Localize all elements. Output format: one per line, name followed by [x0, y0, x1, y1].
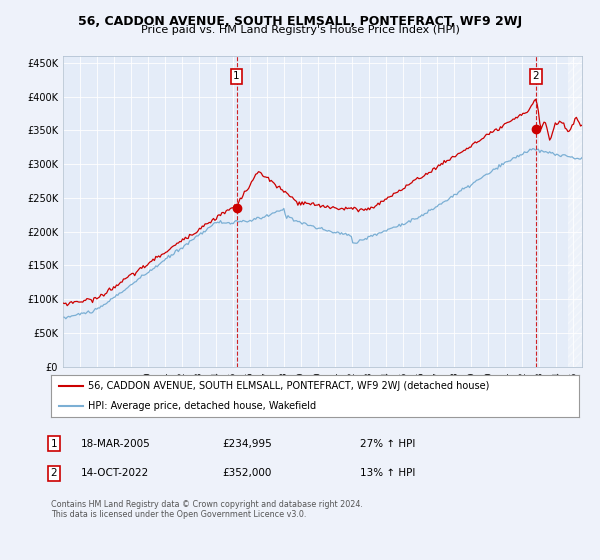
Text: 56, CADDON AVENUE, SOUTH ELMSALL, PONTEFRACT, WF9 2WJ: 56, CADDON AVENUE, SOUTH ELMSALL, PONTEF… [78, 15, 522, 27]
Text: £352,000: £352,000 [222, 468, 271, 478]
Text: £234,995: £234,995 [222, 438, 272, 449]
Text: Contains HM Land Registry data © Crown copyright and database right 2024.
This d: Contains HM Land Registry data © Crown c… [51, 500, 363, 519]
Text: 27% ↑ HPI: 27% ↑ HPI [360, 438, 415, 449]
Text: 2: 2 [533, 71, 539, 81]
Text: 1: 1 [50, 438, 58, 449]
Text: 14-OCT-2022: 14-OCT-2022 [81, 468, 149, 478]
Text: HPI: Average price, detached house, Wakefield: HPI: Average price, detached house, Wake… [88, 402, 316, 411]
Text: 56, CADDON AVENUE, SOUTH ELMSALL, PONTEFRACT, WF9 2WJ (detached house): 56, CADDON AVENUE, SOUTH ELMSALL, PONTEF… [88, 381, 490, 391]
Text: 1: 1 [233, 71, 240, 81]
Text: Price paid vs. HM Land Registry's House Price Index (HPI): Price paid vs. HM Land Registry's House … [140, 25, 460, 35]
Text: 13% ↑ HPI: 13% ↑ HPI [360, 468, 415, 478]
Text: 2: 2 [50, 468, 58, 478]
Text: 18-MAR-2005: 18-MAR-2005 [81, 438, 151, 449]
